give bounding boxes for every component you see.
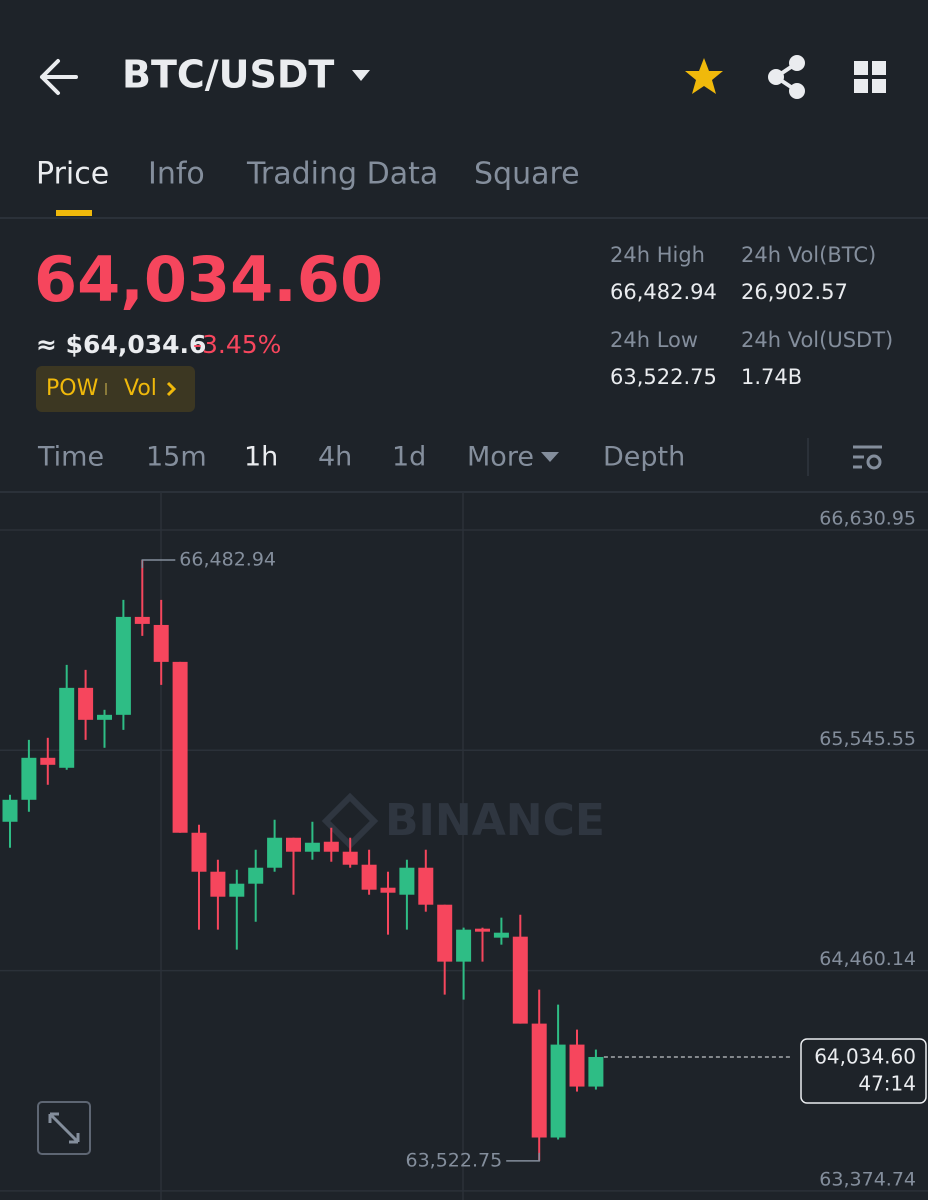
- y-tick-label: 65,545.55: [819, 728, 916, 750]
- candle-body: [456, 929, 472, 962]
- candle-body: [267, 837, 283, 868]
- tab[interactable]: Trading Data: [246, 157, 438, 192]
- stat-label: 24h Low: [610, 328, 698, 352]
- candle-body: [21, 757, 37, 800]
- more-dropdown: [541, 452, 559, 462]
- candle-body: [531, 1023, 547, 1138]
- fullscreen-button[interactable]: [37, 1101, 91, 1155]
- stat-label: 24h High: [610, 243, 705, 267]
- y-tick-label: 63,374.74: [819, 1168, 916, 1190]
- candle-body: [286, 837, 301, 852]
- candle-body: [40, 757, 56, 765]
- interval[interactable]: 4h: [318, 442, 352, 473]
- candle-body: [512, 936, 528, 1024]
- candle-body: [172, 661, 188, 833]
- candle-body: [229, 883, 245, 897]
- interval[interactable]: More: [467, 442, 534, 473]
- candle-body: [248, 867, 264, 884]
- candle-body: [418, 867, 434, 905]
- tab[interactable]: Square: [474, 157, 580, 192]
- candle-body: [210, 871, 226, 897]
- price-tag: [800, 1038, 927, 1104]
- annotation-label: 66,482.94: [179, 549, 276, 571]
- candle-body: [437, 904, 453, 962]
- candle-body: [134, 616, 150, 624]
- stat-value: 63,522.75: [610, 365, 717, 389]
- interval[interactable]: Depth: [603, 442, 685, 473]
- stat-value: 1.74B: [741, 365, 802, 389]
- badge-link[interactable]: Vol: [124, 376, 157, 401]
- candle-body: [380, 887, 396, 893]
- y-tick-label: 64,460.14: [819, 948, 916, 970]
- stat-label: 24h Vol(USDT): [741, 328, 893, 352]
- annotation-label: 63,522.75: [405, 1149, 502, 1171]
- fullscreen-icon: [48, 1112, 80, 1144]
- candle-body: [304, 842, 320, 852]
- candle-body: [342, 851, 358, 865]
- price-change: -3.45%: [193, 330, 281, 359]
- price-tag-value: 64,034.60: [814, 1044, 916, 1068]
- candle-body: [588, 1056, 604, 1087]
- pair-title[interactable]: BTC/USDT: [122, 53, 334, 97]
- tag-badge[interactable]: [36, 366, 195, 412]
- candle-body: [550, 1044, 566, 1138]
- candle-body: [78, 687, 94, 720]
- candle-body: [59, 687, 75, 768]
- stat-value: 66,482.94: [610, 280, 717, 304]
- candle-body: [115, 616, 131, 715]
- price-tag-countdown: 47:14: [858, 1071, 916, 1095]
- back-button[interactable]: [40, 59, 78, 95]
- interval[interactable]: Time: [37, 442, 104, 473]
- stat-label: 24h Vol(BTC): [741, 243, 876, 267]
- candle-body: [97, 714, 112, 720]
- candle-body: [361, 864, 377, 890]
- tab[interactable]: Info: [148, 157, 205, 192]
- candle-body: [323, 841, 339, 852]
- candle-body: [475, 928, 490, 932]
- chart: 66,630.95 65,545.55 64,460.14 63,374.74 66,4…: [0, 507, 928, 1192]
- share-button[interactable]: [768, 55, 805, 99]
- candle-body: [2, 799, 18, 822]
- annotation-leader: [141, 559, 176, 569]
- y-tick-label: 66,630.95: [819, 507, 916, 529]
- candle-body: [493, 932, 509, 938]
- candle-body: [399, 867, 415, 895]
- chart-settings[interactable]: [853, 445, 882, 470]
- candle-body: [191, 832, 207, 872]
- candle-body: [153, 624, 169, 662]
- annotation-leader: [506, 1152, 540, 1162]
- pair-dropdown[interactable]: [352, 70, 370, 81]
- interval[interactable]: 1d: [392, 442, 426, 473]
- menu-grid[interactable]: [854, 61, 886, 93]
- stat-value: 26,902.57: [741, 280, 848, 304]
- badge-chevron: [166, 381, 177, 397]
- interval[interactable]: 15m: [146, 442, 207, 473]
- candle-body: [569, 1044, 585, 1087]
- watermark: BINANCE: [385, 795, 605, 846]
- last-price: 64,034.60: [34, 243, 383, 316]
- tab[interactable]: Price: [36, 157, 109, 192]
- badge-text: POW: [46, 376, 99, 401]
- fiat-price: ≈ $64,034.6: [36, 330, 206, 359]
- interval[interactable]: 1h: [244, 442, 278, 473]
- tab-indicator: [56, 210, 92, 216]
- favorite-star[interactable]: [685, 58, 723, 94]
